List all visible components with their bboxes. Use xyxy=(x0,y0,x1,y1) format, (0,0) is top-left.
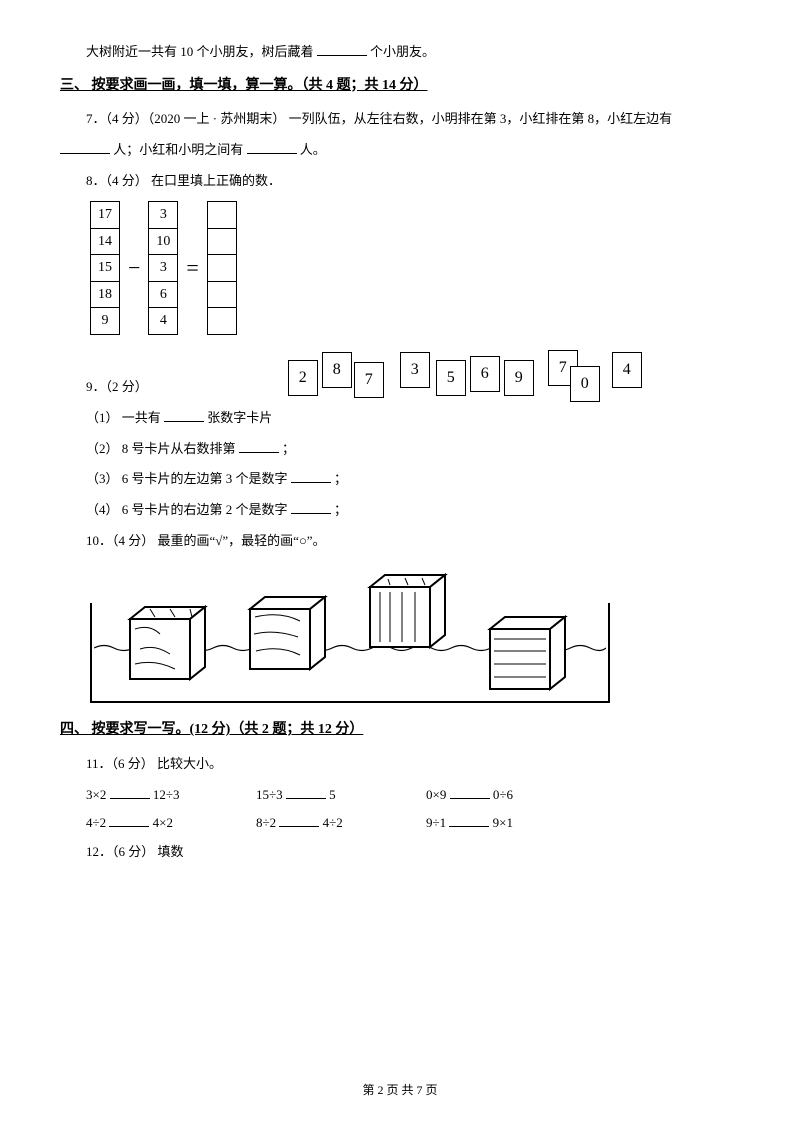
q8-a0[interactable] xyxy=(207,201,237,229)
q7-line2: 人；小红和小明之间有 人。 xyxy=(60,138,740,163)
q9-4b: ； xyxy=(334,502,347,517)
q8-r0: 3 xyxy=(148,201,178,229)
q8-col-ans xyxy=(207,201,237,334)
r1d: 5 xyxy=(329,787,336,802)
card-0: 2 xyxy=(288,360,318,396)
q9-4: （4） 6 号卡片的右边第 2 个是数字 ； xyxy=(60,498,740,523)
q9-2b: ； xyxy=(282,441,295,456)
card-2: 7 xyxy=(354,362,384,398)
minus-op: − xyxy=(126,247,142,289)
q8-l2: 15 xyxy=(90,254,120,282)
q8-l1: 14 xyxy=(90,228,120,256)
intro-line: 大树附近一共有 10 个小朋友，树后藏着 个小朋友。 xyxy=(60,40,740,65)
q9-3-blank[interactable] xyxy=(291,470,331,483)
q9-3b: ； xyxy=(334,471,347,486)
q9-label: 9．（2 分） xyxy=(60,375,148,400)
q8-a3[interactable] xyxy=(207,281,237,309)
q10-label: 10．（4 分） 最重的画“√”，最轻的画“○”。 xyxy=(60,529,740,554)
q9-2: （2） 8 号卡片从右数排第 ； xyxy=(60,437,740,462)
q8-label: 8．（4 分） 在口里填上正确的数． xyxy=(60,169,740,194)
page-footer: 第 2 页 共 7 页 xyxy=(0,1079,800,1102)
q8-a4[interactable] xyxy=(207,307,237,335)
r2f: 9×1 xyxy=(493,815,513,830)
q9-4a: （4） 6 号卡片的右边第 2 个是数字 xyxy=(86,502,288,517)
q9-1-blank[interactable] xyxy=(164,409,204,422)
q9-4-blank[interactable] xyxy=(291,501,331,514)
eq-op: = xyxy=(184,247,200,289)
card-8: 0 xyxy=(570,366,600,402)
r1e: 0×9 xyxy=(426,787,446,802)
q9-1a: （1） 一共有 xyxy=(86,410,161,425)
q8-col-right: 3 10 3 6 4 xyxy=(148,201,178,334)
q9-3: （3） 6 号卡片的左边第 3 个是数字 ； xyxy=(60,467,740,492)
water-figure xyxy=(90,559,610,709)
r2e: 9÷1 xyxy=(426,815,446,830)
q8-figure: 17 14 15 18 9 − 3 10 3 6 4 = xyxy=(90,201,740,334)
card-3: 3 xyxy=(400,352,430,388)
q12-label: 12．（6 分） 填数 xyxy=(60,840,740,865)
q11-label: 11．（6 分） 比较大小。 xyxy=(60,752,740,777)
cube-3[interactable] xyxy=(360,567,450,657)
q9-1b: 张数字卡片 xyxy=(207,410,272,425)
card-4: 5 xyxy=(436,360,466,396)
q11-row1: 3×2 12÷3 15÷3 5 0×9 0÷6 xyxy=(60,783,740,808)
q8-a2[interactable] xyxy=(207,254,237,282)
q7-prefix: 7．（4 分）（2020 一上 · 苏州期末） 一列队伍，从左往右数，小明排在第… xyxy=(86,111,672,126)
q8-a1[interactable] xyxy=(207,228,237,256)
r1a: 3×2 xyxy=(86,787,106,802)
q8-r1: 10 xyxy=(148,228,178,256)
r1f: 0÷6 xyxy=(493,787,513,802)
q7-blank2[interactable] xyxy=(247,141,297,154)
intro-a: 大树附近一共有 10 个小朋友，树后藏着 xyxy=(86,44,314,59)
q11-row2: 4÷2 4×2 8÷2 4÷2 9÷1 9×1 xyxy=(60,811,740,836)
section-3-title: 三、 按要求画一画，填一填，算一算。（共 4 题；共 14 分） xyxy=(60,73,740,100)
card-1: 8 xyxy=(322,352,352,388)
q7-line: 7．（4 分）（2020 一上 · 苏州期末） 一列队伍，从左往右数，小明排在第… xyxy=(60,107,740,132)
intro-blank[interactable] xyxy=(317,43,367,56)
q7-mid: 人；小红和小明之间有 xyxy=(113,142,243,157)
r2a: 4÷2 xyxy=(86,815,106,830)
r2-blank1[interactable] xyxy=(109,814,149,827)
r1-blank3[interactable] xyxy=(450,786,490,799)
section-4-title: 四、 按要求写一写。(12 分)（共 2 题；共 12 分） xyxy=(60,717,740,744)
q7-blank1[interactable] xyxy=(60,141,110,154)
card-6: 9 xyxy=(504,360,534,396)
q8-r3: 6 xyxy=(148,281,178,309)
r2-blank2[interactable] xyxy=(279,814,319,827)
q8-r4: 4 xyxy=(148,307,178,335)
r2-blank3[interactable] xyxy=(449,814,489,827)
intro-b: 个小朋友。 xyxy=(370,44,435,59)
card-9: 4 xyxy=(612,352,642,388)
q9-2a: （2） 8 号卡片从右数排第 xyxy=(86,441,236,456)
r1-blank2[interactable] xyxy=(286,786,326,799)
q9-2-blank[interactable] xyxy=(239,440,279,453)
r1c: 15÷3 xyxy=(256,787,283,802)
cube-1[interactable] xyxy=(120,599,210,689)
r1b: 12÷3 xyxy=(153,787,180,802)
q8-l0: 17 xyxy=(90,201,120,229)
r2d: 4÷2 xyxy=(323,815,343,830)
card-5: 6 xyxy=(470,356,500,392)
cube-4[interactable] xyxy=(480,609,570,699)
q8-l4: 9 xyxy=(90,307,120,335)
q7-suffix: 人。 xyxy=(300,142,326,157)
cube-2[interactable] xyxy=(240,589,330,679)
q8-col-left: 17 14 15 18 9 xyxy=(90,201,120,334)
q8-r2: 3 xyxy=(148,254,178,282)
q8-l3: 18 xyxy=(90,281,120,309)
r2c: 8÷2 xyxy=(256,815,276,830)
q9-1: （1） 一共有 张数字卡片 xyxy=(60,406,740,431)
q9-3a: （3） 6 号卡片的左边第 3 个是数字 xyxy=(86,471,288,486)
r2b: 4×2 xyxy=(153,815,173,830)
r1-blank1[interactable] xyxy=(110,786,150,799)
